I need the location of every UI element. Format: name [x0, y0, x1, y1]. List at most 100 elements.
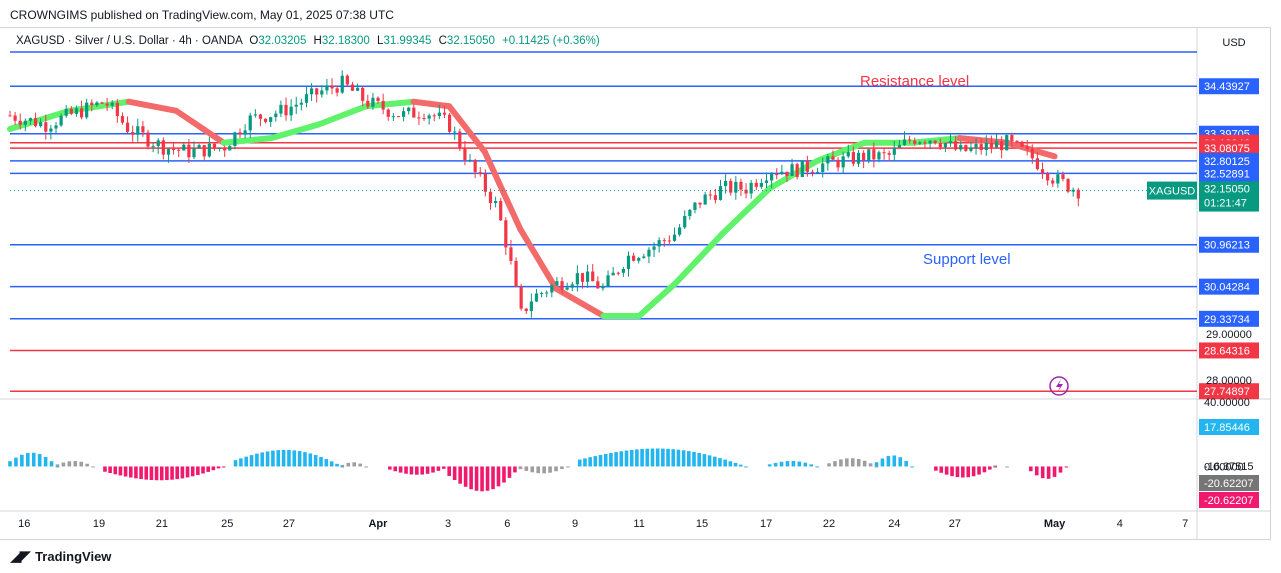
histogram-bar [180, 466, 185, 479]
level-label-bg-9 [1199, 342, 1259, 359]
candle-body [64, 108, 68, 116]
candle-body [724, 180, 728, 187]
histogram-bar [513, 466, 517, 473]
ribbon-segment [719, 185, 773, 237]
candle-body [376, 97, 380, 102]
candle-body [182, 144, 186, 151]
histogram-bar [718, 458, 722, 467]
level-label-10: 27.74897 [1204, 386, 1250, 398]
candle-body [678, 227, 682, 235]
tradingview-logo[interactable]: ◢◤ TradingView [10, 547, 111, 565]
candle-body [1061, 174, 1065, 180]
ribbon-segment [517, 226, 560, 292]
histogram-bar [480, 466, 484, 492]
candle-body [657, 240, 661, 247]
low-value: 31.99345 [383, 35, 432, 47]
candle-body [979, 144, 983, 151]
histogram-bar [420, 466, 425, 475]
time-axis-label: 7 [1182, 518, 1188, 530]
candle-body [621, 268, 625, 273]
candle-body [647, 249, 651, 257]
candle-body [826, 156, 830, 164]
candle-body [718, 186, 723, 200]
candle-body [908, 139, 912, 141]
histogram-bar [37, 454, 42, 467]
time-axis-label: 19 [93, 518, 105, 530]
histogram-bar [791, 460, 796, 467]
candle-body [959, 145, 963, 150]
histogram-bar [297, 451, 302, 467]
oscillator-label-bg-1 [1199, 419, 1259, 435]
candle-body [355, 87, 360, 91]
oscillator-axis-label-5: -20.62207 [1204, 495, 1254, 507]
candle-body [913, 140, 917, 144]
ribbon-segment [268, 121, 322, 142]
histogram-bar [993, 465, 998, 467]
candle-body [836, 159, 840, 168]
candle-body [330, 85, 334, 89]
low-label: L [377, 35, 384, 47]
level-label-0: 34.43927 [1204, 81, 1250, 93]
histogram-bar [1046, 466, 1051, 479]
histogram-bar [185, 466, 190, 478]
candle-body [565, 287, 569, 290]
candle-body [299, 102, 303, 105]
candle-body [529, 301, 533, 312]
candle-body [539, 292, 544, 294]
candle-body [575, 273, 579, 285]
candle-body [831, 156, 835, 160]
histogram-bar [728, 461, 733, 467]
candle-body [943, 143, 948, 148]
histogram-bar [103, 466, 107, 472]
candle-body [407, 107, 411, 112]
candle-body [79, 108, 84, 118]
candle-body [243, 130, 247, 135]
histogram-bar [993, 466, 998, 468]
candle-body [872, 149, 876, 160]
histogram-bar [292, 450, 297, 467]
candle-body [391, 116, 395, 118]
histogram-bar [255, 453, 259, 467]
level-label-8: 29.33734 [1204, 314, 1250, 326]
histogram-bar [335, 463, 339, 467]
lightning-icon[interactable] [1049, 376, 1069, 396]
currency-button[interactable]: USD [1222, 37, 1246, 49]
candle-body [964, 145, 968, 151]
histogram-bar [609, 452, 613, 467]
candle-body [846, 152, 850, 157]
oscillator-axis-label-3: -16.37515 [1204, 461, 1254, 473]
histogram-bar [463, 466, 468, 487]
candle-body [816, 171, 820, 173]
histogram-bar [170, 466, 174, 480]
candle-body [120, 116, 125, 123]
candle-body [938, 143, 942, 148]
candle-body [228, 146, 232, 151]
candle-body [923, 142, 927, 144]
candle-body [514, 260, 518, 287]
symbol-legend[interactable]: XAGUSD · Silver / U.S. Dollar · 4h · OAN… [16, 35, 600, 47]
histogram-bar [629, 449, 634, 467]
candle-body [458, 131, 462, 149]
candle-body [693, 202, 697, 210]
candle-body [764, 180, 769, 183]
histogram-bar [827, 463, 831, 467]
candle-body [734, 181, 738, 193]
candle-body [447, 114, 452, 132]
histogram-bar [393, 466, 398, 472]
last-price-badge [1199, 179, 1259, 212]
histogram-bar [655, 448, 660, 467]
candle-body [366, 100, 370, 107]
histogram-bar [707, 455, 712, 467]
histogram-bar [738, 464, 743, 467]
histogram-bar [239, 458, 243, 467]
oscillator-axis-label-0: 40.00000 [1204, 397, 1250, 409]
candle-body [851, 152, 855, 164]
candle-body [478, 172, 482, 174]
candle-body [412, 107, 416, 118]
candle-body [233, 132, 237, 147]
candle-body [749, 182, 753, 194]
candle-body [1015, 140, 1019, 142]
ribbon-segment [553, 285, 607, 319]
histogram-bar [536, 466, 541, 474]
